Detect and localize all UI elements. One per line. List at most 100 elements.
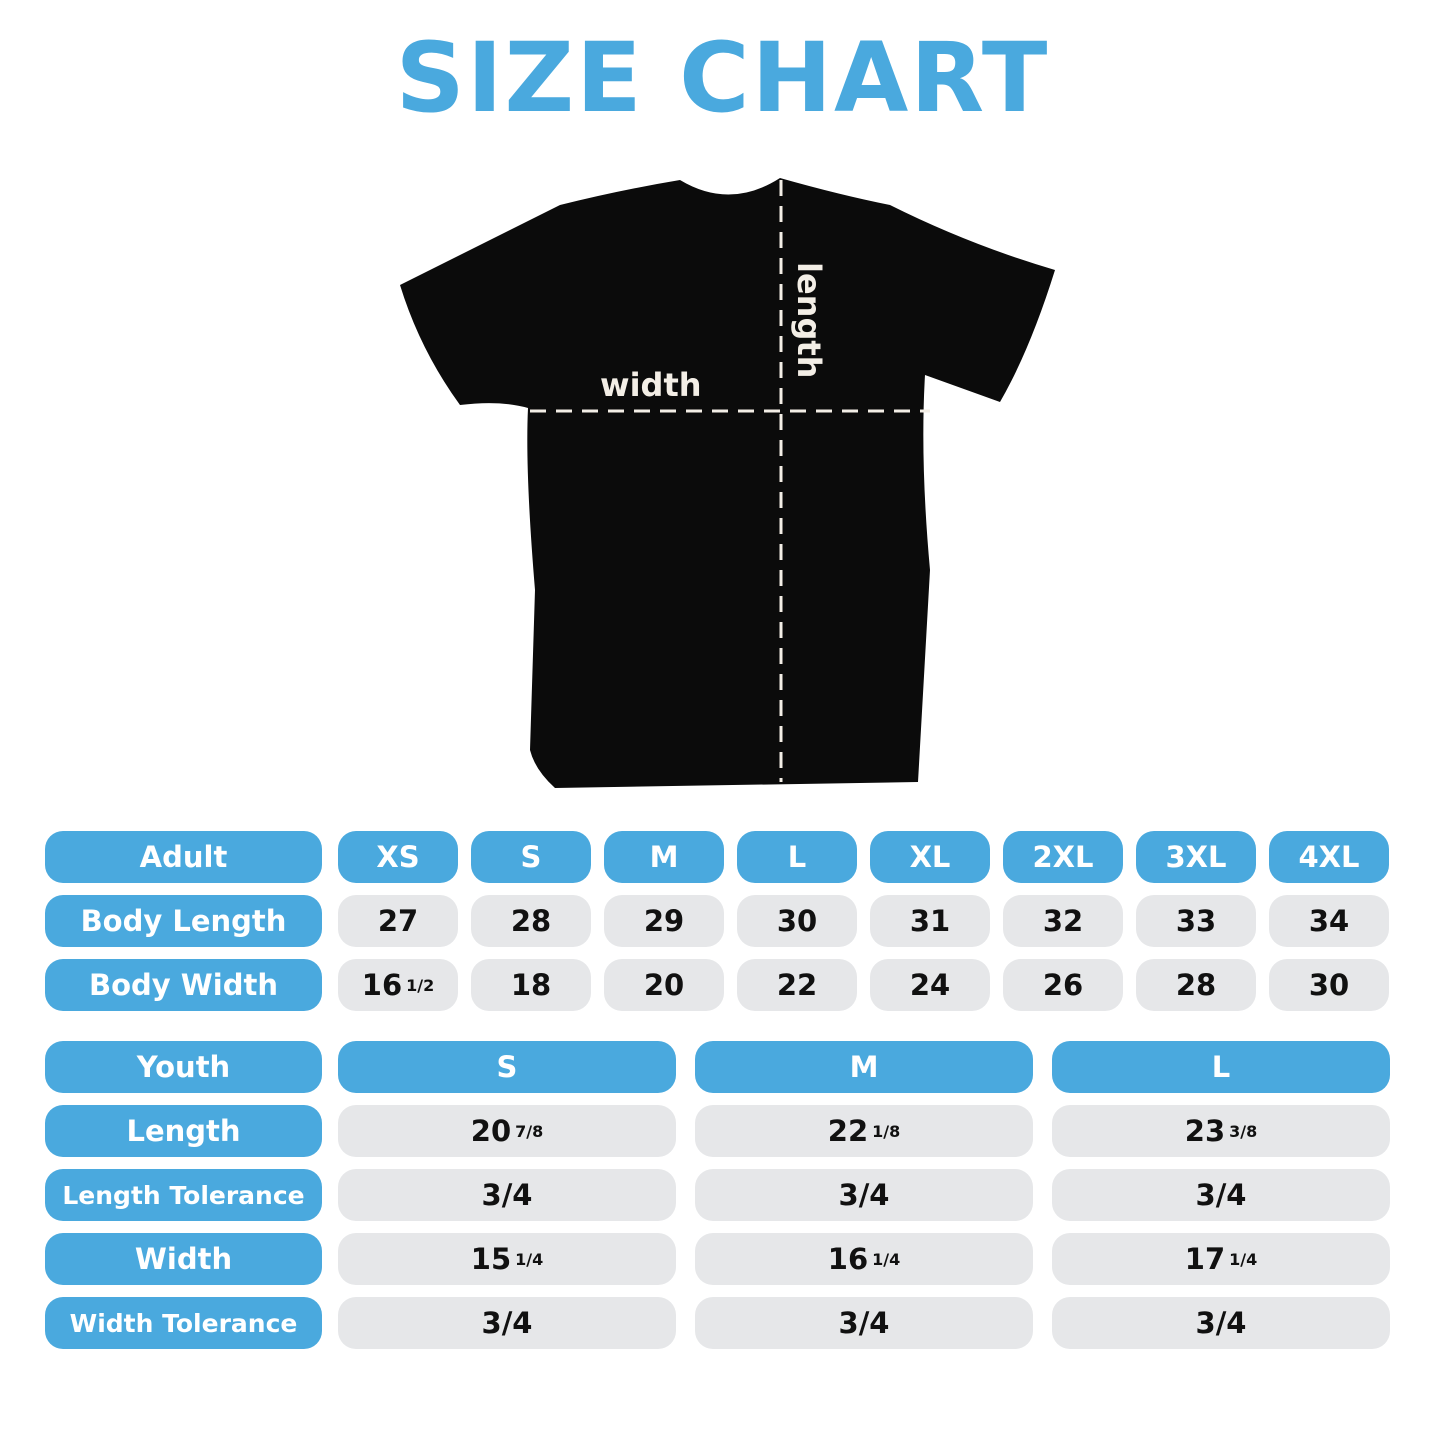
youth-value-cell: 3/4 [1052,1297,1390,1349]
youth-value-cell-text: 20 [470,1114,512,1148]
youth-row-label: Length Tolerance [45,1169,322,1221]
youth-size-header-text: L [1211,1050,1231,1084]
adult-size-header: 4XL [1269,831,1389,883]
adult-value-cell-text: 28 [510,904,552,938]
fraction: 3/8 [1229,1121,1258,1141]
fraction: 1/8 [872,1121,901,1141]
adult-size-header-text: XS [376,840,420,874]
adult-value-cell-text: 20 [643,968,685,1002]
youth-value-cell-text: 3/4 [838,1306,890,1340]
adult-size-header: 3XL [1136,831,1256,883]
adult-size-header-text: 3XL [1165,840,1227,874]
adult-value-cell: 30 [1269,959,1389,1011]
adult-value-cell: 26 [1003,959,1123,1011]
youth-value-cell: 16 1/4 [695,1233,1033,1285]
adult-header: Adult [45,831,322,883]
adult-value-cell: 20 [604,959,724,1011]
youth-value-cell-text: 16 [827,1242,869,1276]
adult-size-header-text: 4XL [1298,840,1360,874]
adult-value-cell-text: 32 [1042,904,1084,938]
tshirt-shape [400,178,1055,788]
adult-value-cell-text: 30 [776,904,818,938]
adult-value-cell: 24 [870,959,990,1011]
adult-value-cell-text: 18 [510,968,552,1002]
tshirt-illustration: width length [400,178,1055,788]
page-title: SIZE CHART [395,22,1050,134]
adult-size-header-text: 2XL [1032,840,1094,874]
adult-size-header: XL [870,831,990,883]
youth-size-header: L [1052,1041,1390,1093]
adult-value-cell: 22 [737,959,857,1011]
adult-value-cell: 28 [471,895,591,947]
adult-value-cell-text: 16 [361,968,403,1002]
youth-value-cell-text: 3/4 [481,1306,533,1340]
adult-value-cell: 32 [1003,895,1123,947]
adult-size-header-text: S [520,840,542,874]
fraction: 7/8 [515,1121,544,1141]
adult-value-cell: 28 [1136,959,1256,1011]
youth-value-cell-text: 3/4 [1195,1178,1247,1212]
youth-value-cell: 3/4 [695,1169,1033,1221]
adult-row-label-text: Body Length [80,904,287,938]
youth-row-label-text: Width Tolerance [69,1308,298,1338]
adult-size-header: 2XL [1003,831,1123,883]
youth-value-cell: 17 1/4 [1052,1233,1390,1285]
adult-value-cell: 31 [870,895,990,947]
youth-value-cell: 3/4 [338,1169,676,1221]
youth-row-label: Width Tolerance [45,1297,322,1349]
adult-value-cell-text: 28 [1175,968,1217,1002]
width-label: width [600,366,702,404]
youth-header: Youth [45,1041,322,1093]
adult-size-header: M [604,831,724,883]
length-label: length [790,262,828,378]
youth-value-cell: 23 3/8 [1052,1105,1390,1157]
youth-size-header: M [695,1041,1033,1093]
youth-row-label-text: Length [126,1114,241,1148]
youth-value-cell: 3/4 [1052,1169,1390,1221]
youth-value-cell: 3/4 [695,1297,1033,1349]
adult-value-cell-text: 33 [1175,904,1217,938]
youth-value-cell: 20 7/8 [338,1105,676,1157]
adult-value-cell: 34 [1269,895,1389,947]
adult-size-header: L [737,831,857,883]
adult-value-cell: 33 [1136,895,1256,947]
adult-value-cell-text: 34 [1308,904,1350,938]
adult-value-cell-text: 27 [377,904,419,938]
youth-row-label-text: Width [134,1242,233,1276]
youth-value-cell: 15 1/4 [338,1233,676,1285]
youth-value-cell-text: 3/4 [838,1178,890,1212]
adult-value-cell-text: 31 [909,904,951,938]
youth-size-header: S [338,1041,676,1093]
adult-row-label: Body Width [45,959,322,1011]
adult-size-header-text: M [649,840,679,874]
youth-value-cell-text: 3/4 [1195,1306,1247,1340]
fraction: 1/4 [872,1249,901,1269]
adult-size-header: S [471,831,591,883]
youth-size-header-text: S [496,1050,518,1084]
fraction: 1/4 [515,1249,544,1269]
adult-size-header: XS [338,831,458,883]
adult-value-cell-text: 22 [776,968,818,1002]
youth-value-cell: 3/4 [338,1297,676,1349]
youth-value-cell-text: 22 [827,1114,869,1148]
fraction: 1/4 [1229,1249,1258,1269]
fraction: 1/2 [406,975,435,995]
youth-size-header-text: M [849,1050,879,1084]
adult-value-cell-text: 26 [1042,968,1084,1002]
adult-row-label-text: Body Width [89,968,278,1002]
adult-value-cell: 16 1/2 [338,959,458,1011]
youth-row-label-text: Length Tolerance [62,1180,305,1210]
youth-value-cell-text: 23 [1184,1114,1226,1148]
adult-value-cell-text: 30 [1308,968,1350,1002]
youth-row-label: Length [45,1105,322,1157]
youth-value-cell: 22 1/8 [695,1105,1033,1157]
youth-row-label: Width [45,1233,322,1285]
adult-value-cell: 27 [338,895,458,947]
adult-size-header-text: L [787,840,807,874]
adult-value-cell: 18 [471,959,591,1011]
adult-value-cell: 30 [737,895,857,947]
youth-value-cell-text: 15 [470,1242,512,1276]
adult-value-cell-text: 24 [909,968,951,1002]
adult-header-text: Adult [139,840,228,874]
youth-value-cell-text: 3/4 [481,1178,533,1212]
